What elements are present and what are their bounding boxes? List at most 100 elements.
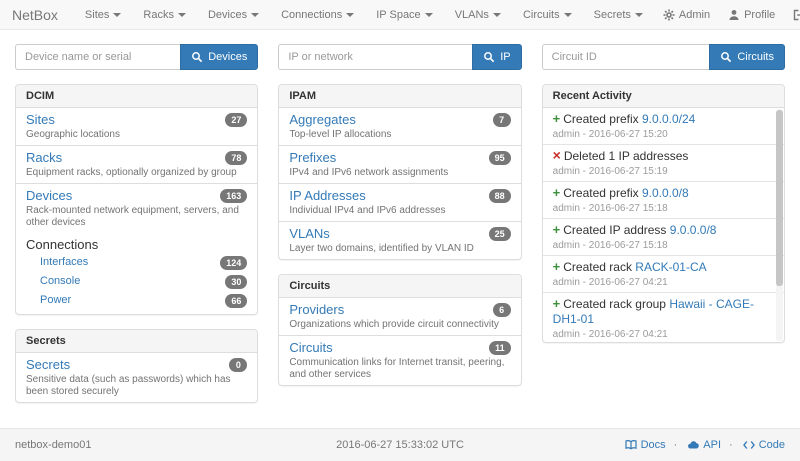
count-badge: 7 bbox=[492, 113, 511, 127]
navbar-user-menu: Admin Profile Log out bbox=[654, 8, 800, 21]
code-link[interactable]: Code bbox=[721, 439, 785, 451]
navbar-menu-item[interactable]: IP Space bbox=[365, 9, 443, 21]
panel-item-link[interactable]: Providers bbox=[289, 302, 345, 317]
count-badge: 78 bbox=[225, 151, 248, 165]
panel-item-link[interactable]: Devices bbox=[26, 188, 73, 203]
activity-title: Created IP address 9.0.0.0/8 bbox=[553, 222, 768, 238]
activity-object-link[interactable]: Hawaii - CAGE-DH1-01 bbox=[552, 297, 754, 326]
device-search-input[interactable] bbox=[15, 44, 181, 70]
chevron-down-icon bbox=[563, 12, 572, 17]
activity-type-icon bbox=[553, 260, 561, 274]
activity-action-text: Deleted 1 IP addresses bbox=[563, 149, 689, 163]
count-badge: 0 bbox=[229, 358, 248, 372]
activity-object-link[interactable]: 9.0.0.0/8 bbox=[641, 186, 689, 200]
logout-link[interactable]: Log out bbox=[784, 9, 800, 21]
navbar-menu-item[interactable]: VLANs bbox=[444, 9, 512, 21]
navbar: NetBox Sites Racks Devices Connections I… bbox=[0, 0, 800, 30]
activity-title: Deleted 1 IP addresses bbox=[553, 148, 768, 164]
activity-item: Created prefix 9.0.0.0/8 admin - 2016-06… bbox=[542, 182, 784, 219]
chevron-down-icon bbox=[492, 12, 501, 17]
list-item: Providers 6 Organizations which provide c… bbox=[279, 298, 521, 336]
activity-object-link[interactable]: 9.0.0.0/24 bbox=[641, 112, 696, 126]
profile-link[interactable]: Profile bbox=[719, 9, 784, 21]
connection-link[interactable]: Power bbox=[40, 294, 72, 306]
api-link[interactable]: API bbox=[666, 439, 721, 451]
logout-icon bbox=[794, 9, 800, 20]
activity-meta: admin - 2016-06-27 04:21 bbox=[552, 329, 668, 340]
activity-type-icon bbox=[553, 112, 561, 126]
panel-item-link[interactable]: Sites bbox=[26, 112, 55, 127]
circuits-panel-heading: Circuits bbox=[279, 275, 521, 298]
navbar-menu-item[interactable]: Circuits bbox=[512, 9, 583, 21]
activity-meta: admin - 2016-06-27 04:21 bbox=[552, 277, 668, 288]
panel-item-description: Layer two domains, identified by VLAN ID bbox=[289, 243, 474, 254]
activity-title: Created prefix 9.0.0.0/8 bbox=[553, 185, 768, 201]
activity-scrollbar-track[interactable] bbox=[775, 109, 783, 341]
footer-hostname: netbox-demo01 bbox=[15, 439, 92, 451]
device-search-group: Devices bbox=[15, 44, 259, 70]
panel-item-link[interactable]: Aggregates bbox=[289, 112, 356, 127]
connections-list: Interfaces 124 Console 30 Power 66 bbox=[26, 253, 248, 310]
ip-search-button[interactable]: IP bbox=[472, 44, 522, 70]
panel-item-description: Rack-mounted network equipment, servers,… bbox=[26, 205, 239, 228]
ip-search-input[interactable] bbox=[278, 44, 473, 70]
dcim-item-list: Sites 27 Geographic locations Racks 78 Equ… bbox=[16, 108, 258, 233]
navbar-menu-item[interactable]: Racks bbox=[132, 9, 197, 21]
panel-item-link[interactable]: IP Addresses bbox=[289, 188, 366, 203]
panel-item-description: Geographic locations bbox=[26, 129, 120, 140]
circuit-search-input[interactable] bbox=[541, 44, 710, 70]
list-item: Devices 163 Rack-mounted network equipmen… bbox=[16, 184, 257, 233]
activity-meta: admin - 2016-06-27 15:19 bbox=[552, 166, 668, 177]
chevron-down-icon bbox=[113, 12, 122, 17]
ip-search-group: IP bbox=[278, 44, 522, 70]
activity-object-link[interactable]: RACK-01-CA bbox=[635, 260, 707, 274]
secrets-panel: Secrets Secrets 0 Sensitive data (such as… bbox=[15, 329, 259, 403]
chevron-down-icon bbox=[634, 12, 643, 17]
navbar-menu-item[interactable]: Sites bbox=[74, 9, 132, 21]
panel-item-link[interactable]: VLANs bbox=[289, 226, 330, 241]
activity-item: Created IP address 9.0.0.0/8 admin - 201… bbox=[542, 219, 784, 256]
navbar-menu-item[interactable]: Connections bbox=[270, 9, 365, 21]
connection-link[interactable]: Console bbox=[40, 275, 81, 287]
panel-item-link[interactable]: Circuits bbox=[289, 340, 333, 355]
connections-title: Connections bbox=[26, 237, 99, 252]
navbar-menu-item[interactable]: Devices bbox=[197, 9, 270, 21]
activity-object-link[interactable]: 9.0.0.0/8 bbox=[669, 223, 717, 237]
code-icon bbox=[743, 440, 755, 450]
count-badge: 11 bbox=[489, 341, 511, 355]
footer: netbox-demo01 2016-06-27 15:33:02 UTC Do… bbox=[0, 428, 800, 461]
device-search-button[interactable]: Devices bbox=[180, 44, 259, 70]
search-row: Devices IP Circuits bbox=[15, 44, 785, 70]
activity-action-text: Created rack bbox=[563, 260, 636, 274]
chevron-down-icon bbox=[346, 12, 355, 17]
chevron-down-icon bbox=[424, 12, 433, 17]
connection-row: Interfaces 124 bbox=[26, 253, 248, 272]
activity-action-text: Created rack group bbox=[563, 297, 670, 311]
count-badge: 66 bbox=[225, 293, 248, 308]
panel-item-link[interactable]: Prefixes bbox=[289, 150, 337, 165]
navbar-brand[interactable]: NetBox bbox=[12, 6, 58, 23]
activity-type-icon bbox=[553, 149, 561, 163]
panel-item-link[interactable]: Secrets bbox=[26, 357, 71, 372]
list-item: Aggregates 7 Top-level IP allocations bbox=[279, 108, 521, 146]
activity-scrollbar-thumb[interactable] bbox=[775, 110, 783, 287]
recent-activity-heading: Recent Activity bbox=[542, 85, 784, 108]
search-icon bbox=[192, 51, 203, 63]
admin-link[interactable]: Admin bbox=[654, 8, 719, 21]
cloud-icon bbox=[688, 441, 700, 449]
activity-item: Created prefix 9.0.0.0/24 admin - 2016-0… bbox=[542, 108, 784, 145]
circuit-search-button[interactable]: Circuits bbox=[709, 44, 785, 70]
connection-row: Power 66 bbox=[26, 291, 248, 310]
activity-meta: admin - 2016-06-27 15:18 bbox=[552, 203, 668, 214]
list-item: VLANs 25 Layer two domains, identified by… bbox=[279, 222, 520, 259]
connection-link[interactable]: Interfaces bbox=[40, 256, 89, 268]
secrets-panel-heading: Secrets bbox=[16, 330, 258, 353]
panel-item-description: IPv4 and IPv6 network assignments bbox=[289, 167, 449, 178]
count-badge: 27 bbox=[225, 113, 248, 127]
ipam-item-list: Aggregates 7 Top-level IP allocations Pre… bbox=[279, 108, 521, 259]
docs-link[interactable]: Docs bbox=[624, 439, 666, 451]
navbar-menu-item[interactable]: Secrets bbox=[583, 9, 654, 21]
footer-links: Docs API Code bbox=[624, 439, 785, 451]
panel-item-link[interactable]: Racks bbox=[26, 150, 63, 165]
search-icon bbox=[484, 51, 495, 63]
